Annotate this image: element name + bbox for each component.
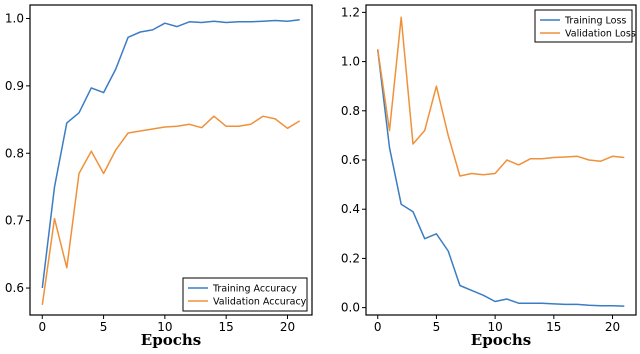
y-tick-label: 0.4: [341, 202, 360, 216]
x-tick-label: 15: [546, 320, 561, 334]
y-tick-label: 0.8: [341, 104, 360, 118]
y-tick-label: 1.2: [341, 5, 360, 19]
x-tick-label: 20: [280, 320, 295, 334]
legend-entry: Training Accuracy: [212, 284, 297, 295]
y-tick-label: 1.0: [341, 55, 360, 69]
x-axis-label: Epochs: [471, 331, 531, 349]
legend-entry: Validation Loss: [565, 29, 636, 40]
chart-panel-1: 0.6 0.7 0.8 0.9 1.0 0 5 10 15 20 Epochs Training Ac…: [5, 4, 313, 349]
series-line-training: [376, 49, 625, 307]
x-tick-label: 0: [374, 320, 382, 334]
y-tick-label: 0.6: [5, 281, 24, 295]
y-tick-label: 0.9: [5, 79, 24, 93]
legend-entry: Validation Accuracy: [213, 297, 307, 308]
series-line-validation: [41, 115, 301, 306]
y-tick-label: 1.0: [5, 11, 24, 25]
series-line-training: [41, 19, 300, 289]
plot-frame: [29, 4, 313, 316]
legend-entry: Training Loss: [564, 16, 626, 27]
x-tick-label: 15: [219, 320, 234, 334]
y-tick-label: 0.2: [341, 251, 360, 265]
y-tick-label: 0.6: [341, 153, 360, 167]
y-tick-label: 0.8: [5, 146, 24, 160]
legend-box: [534, 9, 633, 43]
series-line-validation: [376, 16, 625, 177]
x-tick-label: 10: [157, 320, 172, 334]
chart-panel-2: 0.0 0.2 0.4 0.6 0.8 1.0 1.2 0 5 10 15 20 Epochs Train…: [341, 4, 637, 349]
legend: Training Accuracy Validation Accuracy: [182, 277, 308, 312]
x-tick-label: 5: [100, 320, 108, 334]
x-tick-label: 5: [433, 320, 441, 334]
legend-box: [182, 277, 308, 312]
x-axis-label: Epochs: [141, 331, 201, 349]
x-tick-label: 20: [605, 320, 620, 334]
y-tick-label: 0.7: [5, 214, 24, 228]
legend: Training Loss Validation Loss: [534, 9, 636, 43]
x-tick-label: 10: [487, 320, 502, 334]
y-tick-label: 0.0: [341, 301, 360, 315]
x-tick-label: 0: [38, 320, 46, 334]
